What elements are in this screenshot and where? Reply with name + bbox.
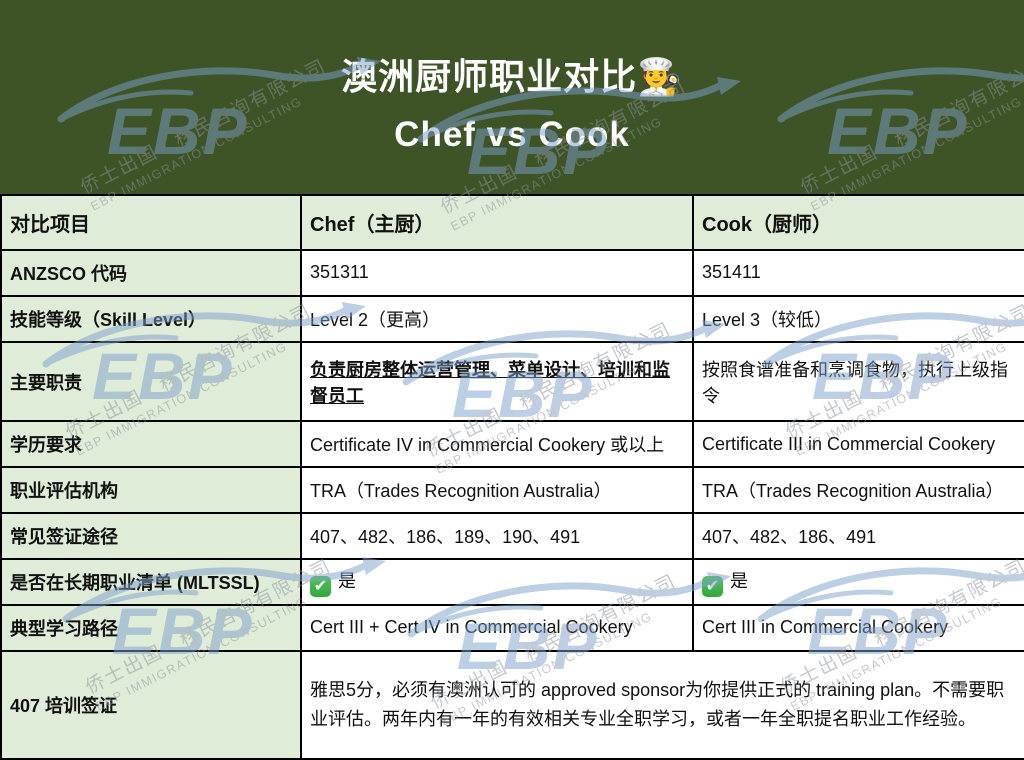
check-mark-icon: ✔ <box>310 576 331 598</box>
table-row: 技能等级（Skill Level） Level 2（更高） Level 3（较低） <box>0 294 1024 343</box>
table-row: ANZSCO 代码 351311 351411 <box>0 249 1024 297</box>
chef-value-cell: Level 2（更高） <box>300 294 694 343</box>
table-row: 典型学习路径 Cert III + Cert IV in Commercial C… <box>0 603 1024 653</box>
table-row-407-visa: 407 培训签证 雅思5分，必须有澳洲认可的 approved sponsor为… <box>0 650 1024 760</box>
row-label-cell: 典型学习路径 <box>0 603 302 653</box>
check-mark-icon: ✔ <box>702 576 723 598</box>
row-label-cell: ANZSCO 代码 <box>0 249 302 297</box>
table-row: 主要职责 负责厨房整体运营管理、菜单设计、培训和监督员工 按照食谱准备和烹调食物，执… <box>0 340 1024 423</box>
row-label-cell: 是否在长期职业清单 (MLTSSL) <box>0 558 302 606</box>
table-header-row: 对比项目 Chef（主厨） Cook（厨师） <box>0 194 1024 251</box>
row-label-cell: 407 培训签证 <box>0 650 302 760</box>
cook-value-cell: 407、482、186、491 <box>692 512 1024 561</box>
chef-value-cell: 351311 <box>300 249 694 297</box>
row-label-cell: 主要职责 <box>0 340 302 423</box>
cook-value-cell: TRA（Trades Recognition Australia） <box>692 466 1024 515</box>
chef-value-cell: TRA（Trades Recognition Australia） <box>300 466 694 515</box>
cook-value-cell: ✔ 是 <box>692 558 1024 606</box>
chef-value-cell: Certificate IV in Commercial Cookery 或以上 <box>300 420 694 469</box>
chef-value-cell: Cert III + Cert IV in Commercial Cookery <box>300 603 694 653</box>
row-label-cell: 常见签证途径 <box>0 512 302 561</box>
cook-value-cell: Level 3（较低） <box>692 294 1024 343</box>
column-header-chef: Chef（主厨） <box>300 194 694 251</box>
chef-value-cell: 负责厨房整体运营管理、菜单设计、培训和监督员工 <box>300 340 694 423</box>
check-label: 是 <box>338 571 356 592</box>
page-subtitle: Chef vs Cook <box>394 115 630 154</box>
table-row: 学历要求 Certificate IV in Commercial Cookery… <box>0 420 1024 469</box>
column-header-cook: Cook（厨师） <box>692 194 1024 251</box>
table-row: 是否在长期职业清单 (MLTSSL) ✔ 是 ✔ 是 <box>0 558 1024 606</box>
cook-value-cell: Certificate III in Commercial Cookery <box>692 420 1024 469</box>
page-title: 澳洲厨师职业对比🧑‍🍳 <box>341 56 683 97</box>
row-label-cell: 职业评估机构 <box>0 466 302 515</box>
title-banner: 澳洲厨师职业对比🧑‍🍳 Chef vs Cook <box>0 0 1024 194</box>
cook-value-cell: 按照食谱准备和烹调食物，执行上级指令 <box>692 340 1024 423</box>
table-row: 职业评估机构 TRA（Trades Recognition Australia） T… <box>0 466 1024 515</box>
cook-value-cell: 351411 <box>692 249 1024 297</box>
check-label: 是 <box>730 571 748 592</box>
row-label-cell: 学历要求 <box>0 420 302 469</box>
chef-value-cell: ✔ 是 <box>300 558 694 606</box>
table-row: 常见签证途径 407、482、186、189、190、491 407、482、186… <box>0 512 1024 561</box>
footer-merged-cell: 雅思5分，必须有澳洲认可的 approved sponsor为你提供正式的 tr… <box>300 650 1024 760</box>
comparison-table: 对比项目 Chef（主厨） Cook（厨师） ANZSCO 代码 351311 35… <box>0 194 1024 760</box>
cook-value-cell: Cert III in Commercial Cookery <box>692 603 1024 653</box>
row-label-cell: 技能等级（Skill Level） <box>0 294 302 343</box>
column-header-item: 对比项目 <box>0 194 302 251</box>
chef-value-cell: 407、482、186、189、190、491 <box>300 512 694 561</box>
